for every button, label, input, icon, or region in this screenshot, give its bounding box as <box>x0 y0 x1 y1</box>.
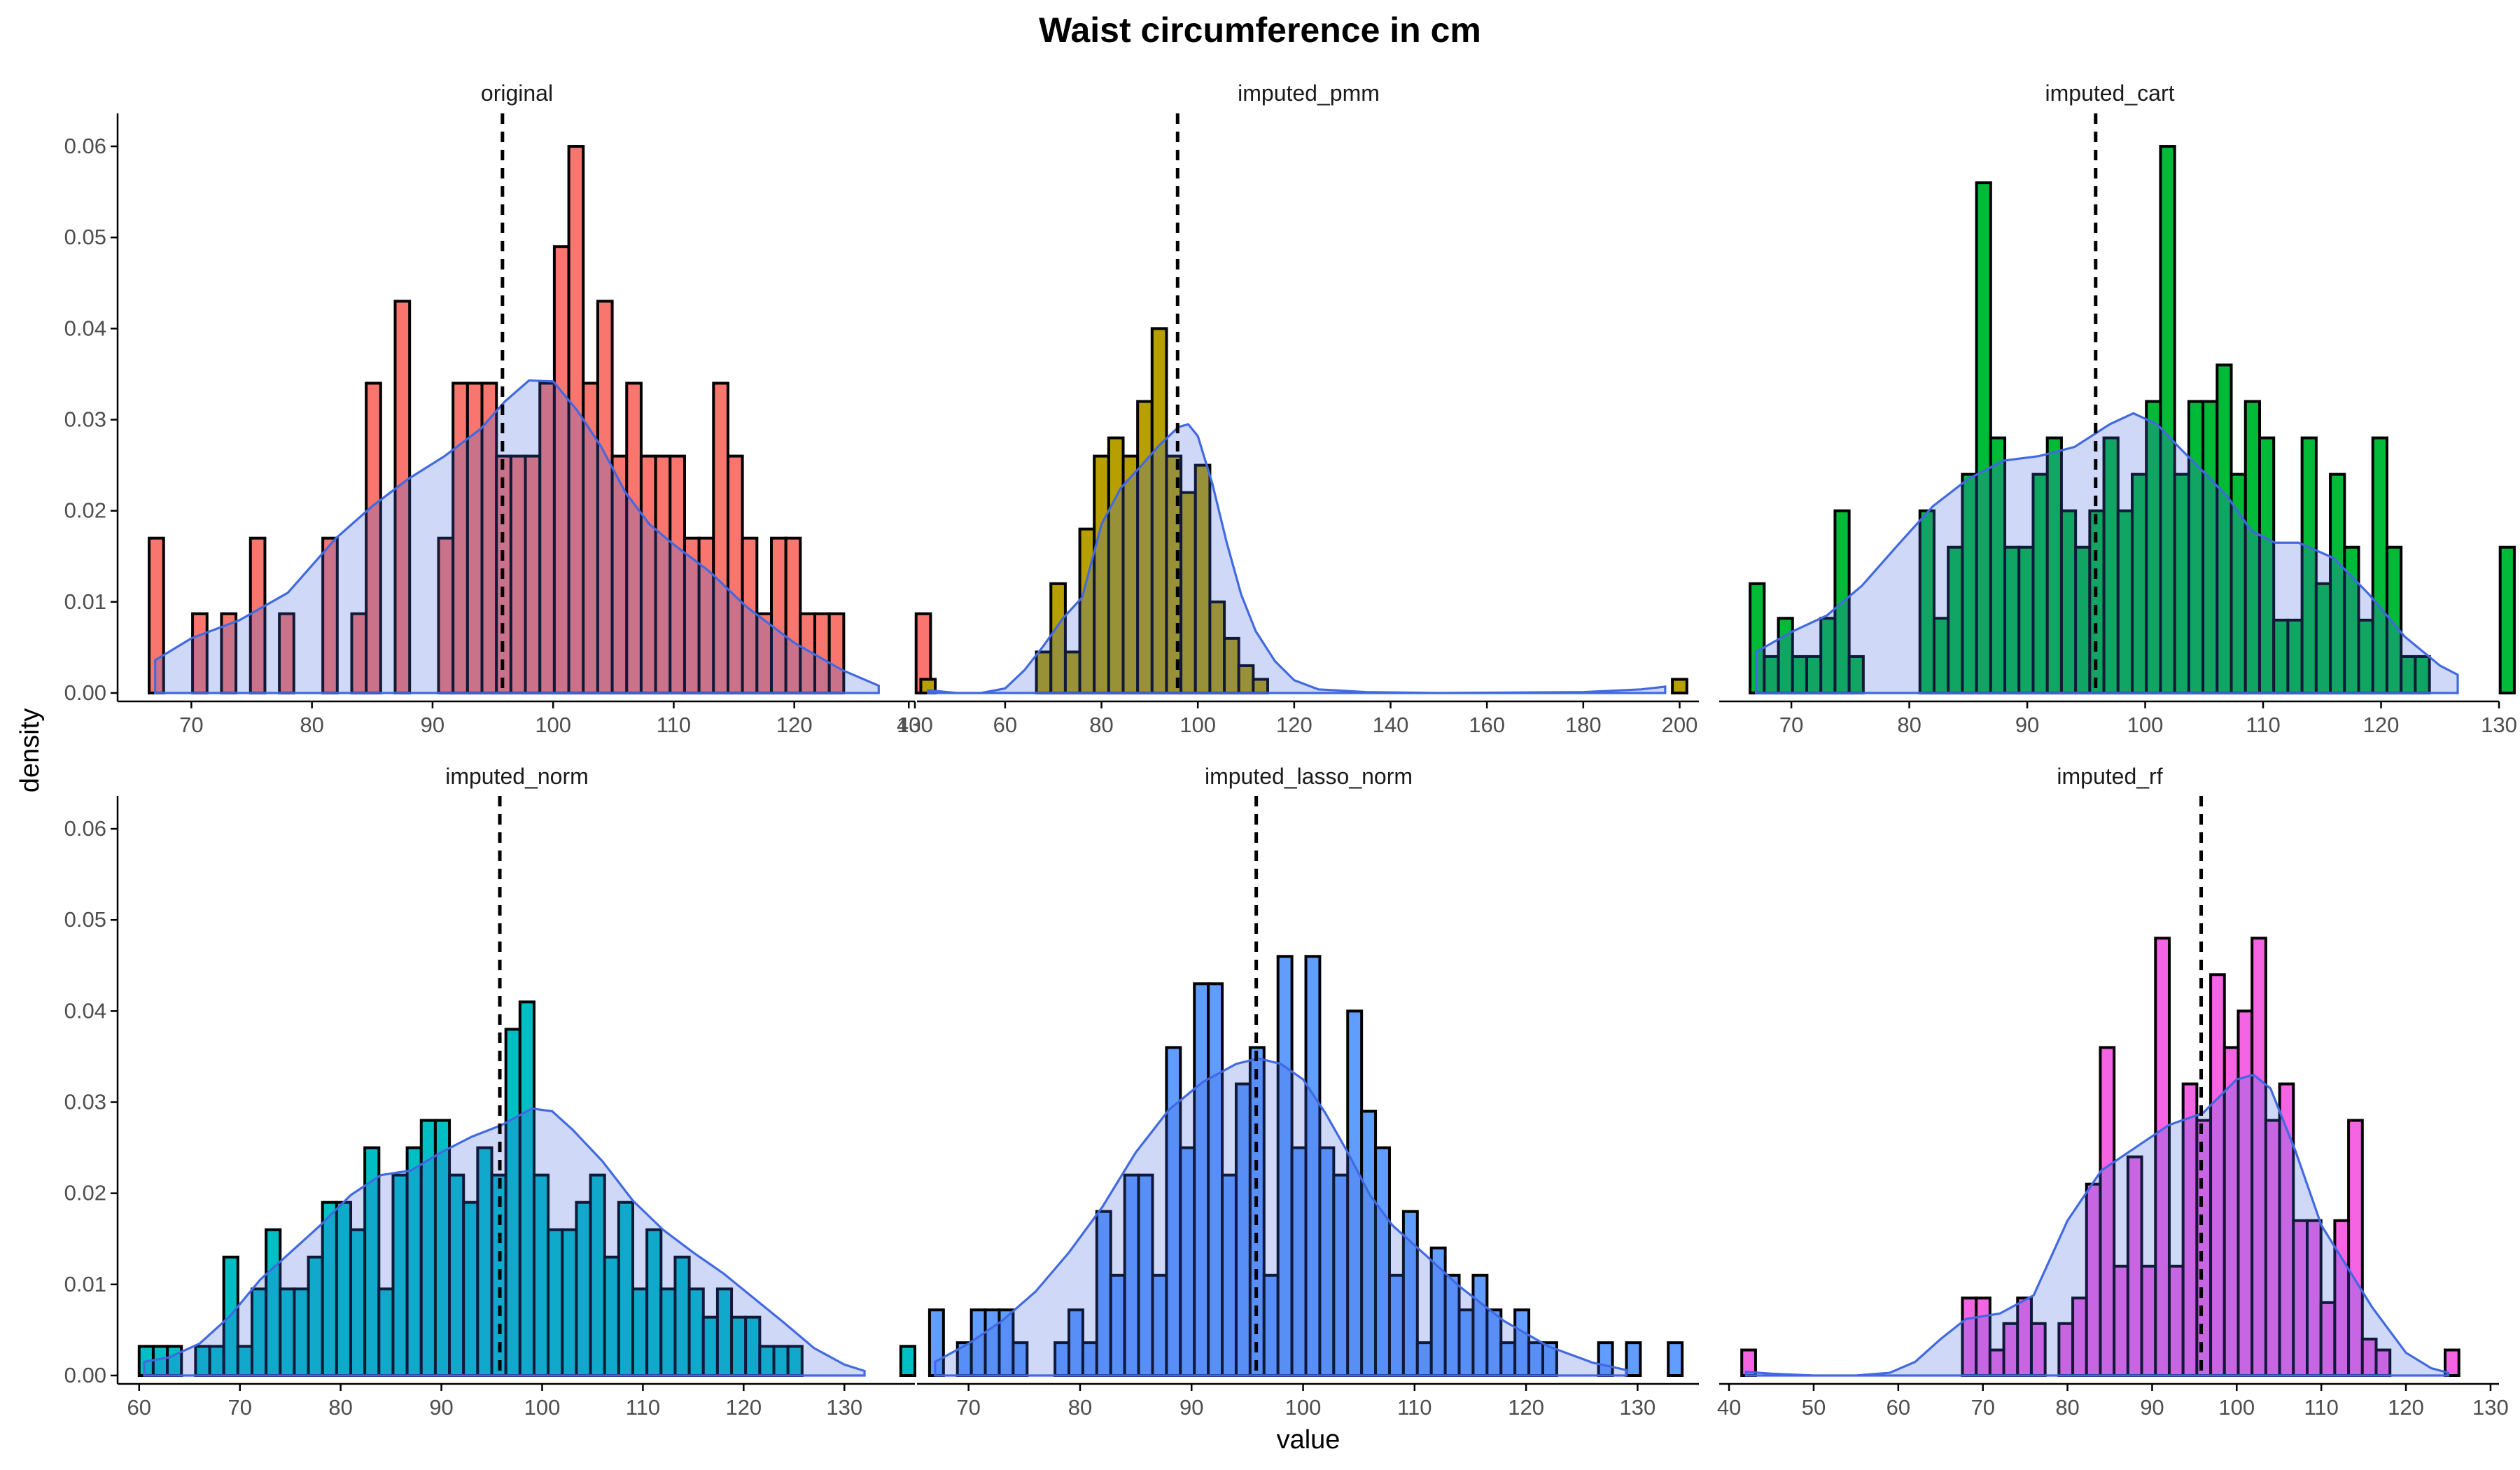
x-tick-label: 80 <box>1897 713 1921 737</box>
histogram-bar <box>2444 1348 2460 1377</box>
panel-imputed-pmm: imputed_pmm 40 60 80 100 120 140 160 180 200 <box>897 80 1699 737</box>
histogram-bars <box>927 955 1684 1378</box>
y-tick-label: 0.06 <box>64 134 106 158</box>
histogram-bar <box>1667 1341 1684 1377</box>
x-tick-label: 40 <box>897 713 920 737</box>
density-curve <box>143 1107 866 1377</box>
x-tick-label: 180 <box>1565 713 1602 737</box>
strip-label: imputed_pmm <box>1238 80 1380 106</box>
x-tick-label: 80 <box>2055 1395 2079 1420</box>
x-tick-label: 100 <box>2218 1395 2255 1420</box>
y-tick-label: 0.02 <box>64 1181 106 1205</box>
x-tick-label: 110 <box>2304 1395 2338 1420</box>
x-tick-label: 100 <box>1180 713 1216 737</box>
x-tick-label: 140 <box>1373 713 1409 737</box>
y-tick-label: 0.05 <box>64 907 106 932</box>
histogram-bars <box>1740 937 2460 1378</box>
strip-label: original <box>481 80 553 106</box>
panel-imputed-lasso-norm: imputed_lasso_norm 70 80 90 100 110 120 130 <box>917 764 1699 1420</box>
x-tick-label: 50 <box>1802 1395 1826 1420</box>
x-tick-label: 110 <box>2246 713 2280 737</box>
facet-panels: original 0.00 0.01 0.02 0.03 0.04 0.05 0.06 70 80… <box>64 80 2517 1420</box>
x-tick-label: 100 <box>524 1395 561 1420</box>
y-tick-label: 0.04 <box>64 998 106 1023</box>
histogram-bar <box>1625 1341 1642 1377</box>
x-tick-label: 120 <box>2388 1395 2424 1420</box>
panel-imputed-norm: imputed_norm 0.00 0.01 0.02 0.03 0.04 0.05 0.06… <box>64 764 916 1420</box>
y-tick-label: 0.05 <box>64 225 106 249</box>
x-tick-label: 110 <box>626 1395 660 1420</box>
x-tick-label: 70 <box>956 1395 980 1420</box>
y-tick-label: 0.00 <box>64 1363 106 1387</box>
x-tick-label: 40 <box>1717 1395 1741 1420</box>
x-tick-label: 70 <box>179 713 203 737</box>
x-tick-label: 70 <box>227 1395 251 1420</box>
density-curve <box>927 423 1667 694</box>
x-tick-label: 130 <box>897 713 933 737</box>
x-tick-label: 100 <box>2127 713 2164 737</box>
x-tick-label: 90 <box>429 1395 453 1420</box>
x-tick-label: 100 <box>535 713 571 737</box>
x-tick-label: 90 <box>421 713 444 737</box>
panel-original: original 0.00 0.01 0.02 0.03 0.04 0.05 0.06 70 80… <box>64 80 933 737</box>
y-tick-label: 0.01 <box>64 589 106 614</box>
histogram-bar <box>2498 545 2516 694</box>
x-tick-label: 70 <box>1970 1395 1994 1420</box>
y-tick-label: 0.04 <box>64 316 106 340</box>
y-tick-label: 0.02 <box>64 498 106 523</box>
x-tick-label: 70 <box>1779 713 1803 737</box>
x-tick-label: 110 <box>657 713 691 737</box>
strip-label: imputed_lasso_norm <box>1205 764 1413 789</box>
x-axis-title: value <box>1277 1425 1340 1455</box>
x-tick-label: 200 <box>1662 713 1698 737</box>
x-tick-label: 80 <box>328 1395 352 1420</box>
chart-title: Waist circumference in cm <box>1039 10 1481 50</box>
x-tick-label: 120 <box>2363 713 2400 737</box>
panel-imputed-cart: imputed_cart 70 80 90 100 110 120 130 <box>1719 80 2517 737</box>
histogram-bar <box>899 1345 916 1378</box>
x-tick-label: 160 <box>1469 713 1505 737</box>
x-tick-label: 60 <box>1886 1395 1910 1420</box>
x-tick-label: 110 <box>1397 1395 1432 1420</box>
y-tick-label: 0.01 <box>64 1272 106 1296</box>
y-tick-label: 0.00 <box>64 680 106 705</box>
panel-imputed-rf: imputed_rf 40 50 60 70 80 90 100 110 120 130 <box>1717 764 2509 1420</box>
x-tick-label: 80 <box>300 713 323 737</box>
y-tick-label: 0.03 <box>64 1090 106 1114</box>
x-tick-label: 120 <box>725 1395 762 1420</box>
x-tick-label: 130 <box>826 1395 862 1420</box>
histogram-bars <box>137 1000 916 1378</box>
density-curve <box>1744 1073 2450 1377</box>
density-curve <box>154 379 880 694</box>
x-tick-label: 120 <box>1508 1395 1544 1420</box>
y-tick-label: 0.03 <box>64 407 106 432</box>
strip-label: imputed_rf <box>2057 764 2162 789</box>
density-curve <box>934 1057 1628 1377</box>
x-tick-label: 80 <box>1089 713 1113 737</box>
y-axis-title: density <box>15 708 45 792</box>
strip-label: imputed_cart <box>2045 80 2175 106</box>
x-tick-label: 90 <box>1180 1395 1203 1420</box>
strip-label: imputed_norm <box>445 764 589 789</box>
x-tick-label: 90 <box>2140 1395 2164 1420</box>
x-tick-label: 120 <box>1276 713 1312 737</box>
x-tick-label: 90 <box>2015 713 2039 737</box>
density-curve <box>1754 412 2459 694</box>
x-tick-label: 80 <box>1068 1395 1092 1420</box>
x-tick-label: 60 <box>993 713 1017 737</box>
histogram-bar <box>1671 678 1688 695</box>
x-tick-label: 130 <box>1620 1395 1656 1420</box>
histogram-bars <box>919 327 1688 695</box>
x-tick-label: 130 <box>2481 713 2517 737</box>
x-tick-label: 60 <box>127 1395 151 1420</box>
y-tick-label: 0.06 <box>64 816 106 841</box>
x-tick-label: 100 <box>1285 1395 1322 1420</box>
x-tick-label: 130 <box>2472 1395 2509 1420</box>
x-tick-label: 120 <box>776 713 813 737</box>
histogram-bars <box>1749 145 2516 695</box>
